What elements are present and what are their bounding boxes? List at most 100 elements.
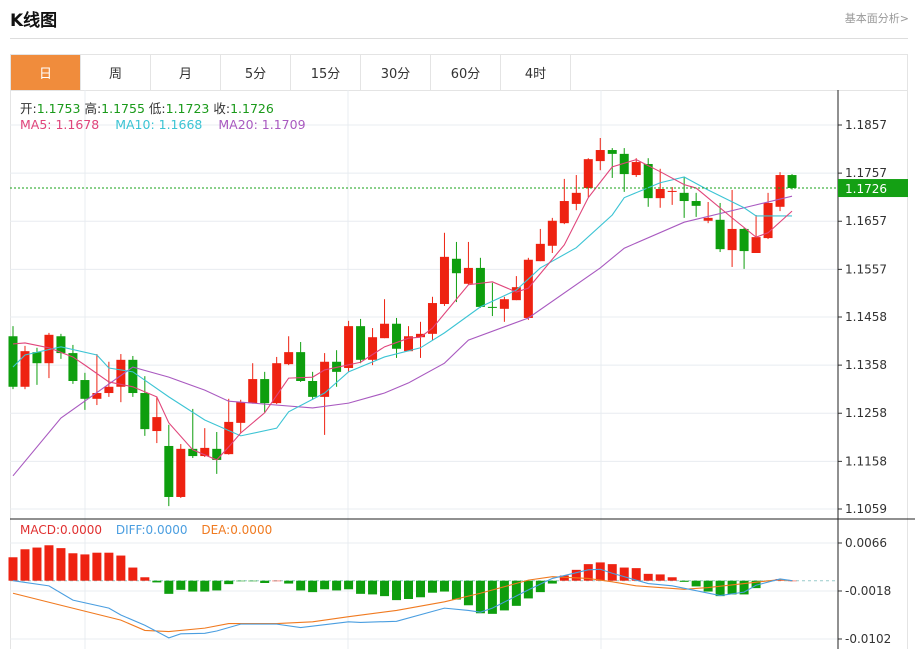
macd-bar: [703, 580, 713, 592]
macd-bar: [260, 580, 270, 583]
tab-week[interactable]: 周: [81, 55, 151, 90]
candle-body: [200, 447, 210, 457]
candle-body: [188, 448, 198, 457]
low-value: 1.1723: [165, 101, 210, 116]
macd-bar: [116, 555, 126, 581]
page-title: K线图: [10, 11, 58, 31]
candle-body: [427, 303, 437, 334]
macd-bar: [152, 580, 162, 583]
y-tick-label: 1.1158: [845, 454, 887, 468]
tab-30min[interactable]: 30分: [361, 55, 431, 90]
fundamental-analysis-link[interactable]: 基本面分析>: [844, 12, 909, 25]
candle-body: [775, 175, 785, 207]
candle-body: [751, 237, 761, 253]
macd-bar: [68, 553, 78, 581]
tab-month[interactable]: 月: [151, 55, 221, 90]
macd-bar: [380, 580, 390, 597]
candle-body: [8, 336, 18, 387]
candle-body: [224, 421, 234, 455]
macd-bar: [140, 577, 150, 581]
macd-bar: [236, 580, 246, 582]
candle-body: [787, 175, 797, 189]
ohlc-legend: 开:1.1753 高:1.1755 低:1.1723 收:1.1726: [20, 98, 274, 117]
macd-bar: [272, 580, 282, 582]
macd-bar: [164, 580, 174, 594]
candle-body: [583, 159, 593, 189]
macd-bar: [547, 580, 557, 584]
candle-body: [80, 380, 90, 399]
tab-5min[interactable]: 5分: [221, 55, 291, 90]
macd-bar: [92, 552, 102, 581]
macd-tick-label: 0.0066: [845, 536, 887, 550]
macd-bar: [212, 580, 222, 591]
macd-bar: [128, 567, 138, 581]
macd-bar: [727, 580, 737, 595]
candle-body: [20, 351, 30, 387]
candle-body: [655, 189, 665, 199]
candle-body: [499, 299, 509, 309]
macd-bar: [595, 562, 605, 581]
candle-body: [104, 386, 114, 394]
high-value: 1.1755: [101, 101, 145, 116]
macd-bar: [691, 580, 701, 587]
macd-legend: MACD:0.0000 DIFF:0.0000 DEA:0.0000: [20, 523, 272, 537]
high-label: 高:: [84, 101, 102, 116]
macd-bar: [667, 577, 677, 581]
tab-day[interactable]: 日: [11, 55, 81, 90]
candle-body: [463, 267, 473, 284]
candle-body: [571, 192, 581, 204]
ma20-line: [12, 195, 793, 477]
tab-15min[interactable]: 15分: [291, 55, 361, 90]
candle-body: [547, 220, 557, 246]
dea-legend-value: DEA:0.0000: [201, 523, 273, 537]
candle-body: [643, 163, 653, 199]
candle-body: [176, 448, 186, 497]
ma10-line: [12, 176, 793, 437]
ma20-legend: MA20: 1.1709: [218, 117, 306, 132]
diff-legend-value: DIFF:0.0000: [115, 523, 188, 537]
y-tick-label: 1.1458: [845, 310, 887, 324]
candle-body: [212, 448, 222, 460]
current-price-label: 1.1726: [845, 182, 887, 196]
candle-body: [487, 306, 497, 308]
macd-bar: [320, 580, 330, 590]
divider: [10, 38, 908, 39]
macd-bar: [248, 580, 258, 582]
candle-body: [559, 201, 569, 224]
candle-body: [667, 190, 677, 192]
tab-4hour[interactable]: 4时: [501, 55, 571, 90]
candle-body: [715, 219, 725, 250]
candle-body: [631, 162, 641, 176]
ma5-line: [12, 159, 793, 461]
candle-body: [607, 150, 617, 154]
macd-bar: [368, 580, 378, 595]
macd-bar: [356, 580, 366, 594]
macd-bar: [631, 568, 641, 581]
macd-bar: [104, 552, 114, 581]
macd-legend-value: MACD:0.0000: [20, 523, 103, 537]
macd-bar: [296, 580, 306, 591]
candle-body: [152, 417, 162, 432]
tab-60min[interactable]: 60分: [431, 55, 501, 90]
candle-body: [164, 445, 174, 497]
candle-body: [727, 228, 737, 251]
macd-bar: [20, 549, 30, 581]
candle-body: [535, 243, 545, 262]
macd-bar: [643, 573, 653, 581]
candle-body: [272, 363, 282, 404]
candle-body: [236, 402, 246, 423]
candle-body: [523, 259, 533, 318]
macd-bar: [511, 580, 521, 606]
candle-body: [248, 379, 258, 404]
macd-bar: [463, 580, 473, 606]
y-tick-label: 1.1358: [845, 358, 887, 372]
macd-bar: [439, 580, 449, 592]
macd-bar: [475, 580, 485, 614]
macd-bar: [739, 580, 749, 595]
y-tick-label: 1.1557: [845, 262, 887, 276]
y-tick-label: 1.1757: [845, 166, 887, 180]
candle-body: [404, 336, 414, 352]
y-tick-label: 1.1059: [845, 502, 887, 516]
candle-body: [619, 153, 629, 175]
candle-body: [380, 323, 390, 339]
